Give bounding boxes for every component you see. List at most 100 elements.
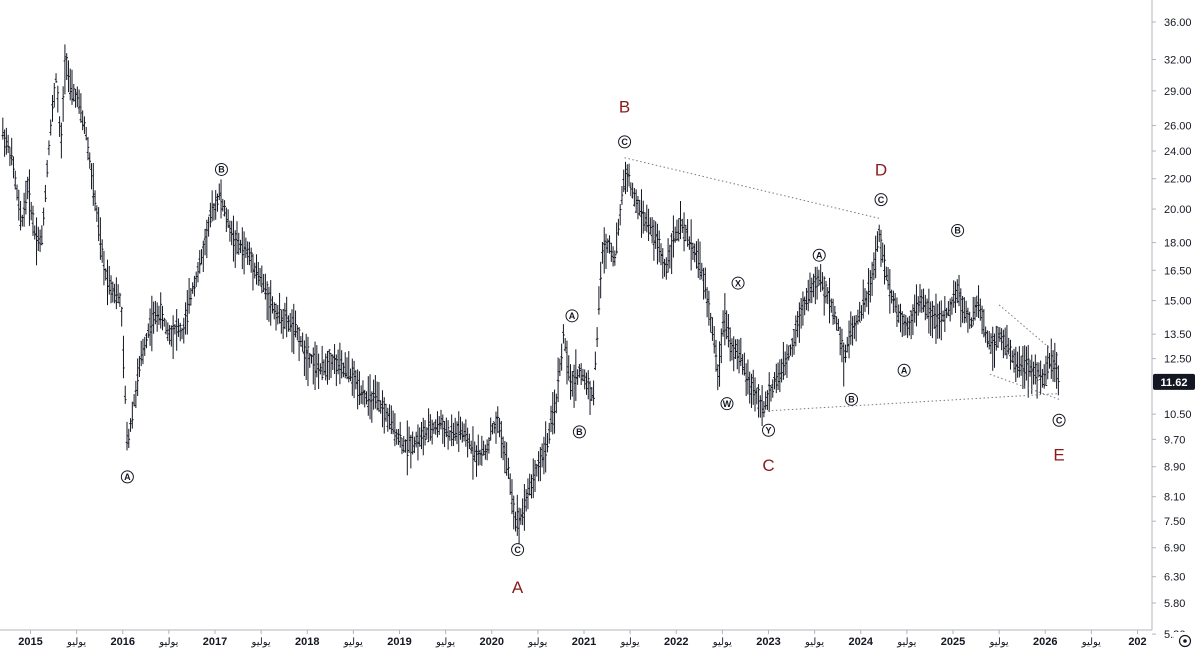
price-bar (675, 219, 679, 241)
price-bar (696, 238, 700, 279)
price-bar (95, 205, 99, 222)
price-bar (631, 182, 634, 199)
price-bar (879, 229, 883, 267)
price-bar (313, 341, 317, 391)
price-bar (58, 116, 61, 137)
price-bar (861, 279, 865, 319)
wave-label-circled[interactable]: C (618, 135, 632, 149)
price-bar (209, 202, 212, 228)
price-bar (468, 433, 471, 449)
price-bar (44, 184, 47, 203)
price-bar (40, 225, 44, 246)
price-bar (849, 311, 853, 345)
price-bar (539, 446, 542, 482)
price-bar (611, 246, 615, 267)
wave-label-major[interactable]: D (875, 160, 887, 179)
price-bar (413, 436, 416, 454)
wave-label-major[interactable]: E (1053, 445, 1064, 464)
price-tick-label: 36.00 (1164, 17, 1192, 29)
trendline[interactable] (989, 373, 1060, 400)
price-bar (274, 303, 278, 331)
price-bar (911, 304, 915, 336)
price-bar (794, 315, 798, 347)
price-bar (315, 345, 319, 378)
wave-label-circled[interactable]: A (812, 248, 826, 262)
price-tick-label: 22.00 (1164, 174, 1192, 186)
wave-label-circled[interactable]: X (731, 276, 745, 290)
wave-label-circled[interactable]: A (565, 309, 579, 323)
price-bar (691, 242, 695, 261)
wave-label-major[interactable]: A (512, 578, 524, 597)
price-bar (840, 328, 844, 363)
price-bar (17, 189, 21, 221)
price-bar (1009, 339, 1012, 370)
wave-label-circled[interactable]: B (951, 223, 965, 237)
settings-gear-button[interactable] (1174, 632, 1196, 650)
price-bar (446, 420, 450, 450)
price-bar (1005, 324, 1009, 359)
price-bar (21, 214, 24, 227)
price-bar (72, 84, 76, 102)
price-bar (615, 222, 618, 256)
price-bar (171, 315, 175, 360)
price-bar (170, 325, 173, 347)
price-bar (918, 284, 922, 313)
price-bar (225, 207, 228, 233)
wave-label-major[interactable]: B (619, 98, 630, 117)
price-bar (13, 170, 17, 190)
price-bar (578, 363, 581, 378)
wave-label-circled[interactable]: A (120, 470, 134, 484)
time-tick-year-label: 2020 (480, 636, 504, 648)
price-bar (932, 305, 936, 329)
wave-label-circled[interactable]: B (572, 425, 586, 439)
price-bar (993, 333, 996, 368)
price-bar (450, 414, 453, 447)
wave-label-circled[interactable]: C (874, 193, 888, 207)
price-bar (991, 326, 995, 371)
wave-label-circled[interactable]: Y (762, 423, 775, 437)
price-bar (1000, 328, 1003, 351)
wave-label-major[interactable]: C (762, 456, 774, 475)
time-axis[interactable]: 2015 يوليو 2016 يوليو 2017 يوليو 2018 يوليو 2019… (0, 629, 1152, 648)
trendline[interactable] (998, 304, 1060, 357)
price-bar (973, 297, 977, 321)
price-bar (989, 333, 993, 354)
price-bar (922, 288, 925, 313)
price-bar (370, 391, 374, 423)
wave-label-circled[interactable]: W (720, 397, 734, 411)
trendline[interactable] (763, 393, 1060, 412)
price-bar (886, 267, 890, 290)
price-bar (707, 290, 711, 326)
wave-label-circled[interactable]: C (511, 543, 525, 557)
price-bar (335, 354, 338, 387)
price-bar (1026, 345, 1030, 398)
price-axis[interactable]: 36.00 32.00 29.00 26.00 24.00 22.00 20.00 18.00… (1151, 0, 1195, 641)
price-bar (523, 484, 526, 531)
price-bar (562, 324, 565, 344)
wave-label-circled[interactable]: B (845, 392, 859, 406)
price-bar (924, 294, 927, 321)
wave-label-circled[interactable]: B (214, 162, 228, 176)
wave-label-circled[interactable]: C (1052, 413, 1066, 427)
price-bar (3, 129, 6, 157)
price-bar (340, 350, 343, 379)
gear-icon[interactable] (1178, 634, 1192, 648)
price-tick-label: 10.50 (1164, 409, 1192, 421)
price-bar (138, 355, 141, 377)
price-bar (109, 275, 113, 304)
price-bar (682, 212, 686, 252)
wave-label-circle (618, 135, 632, 149)
price-tick-label: 12.50 (1164, 354, 1192, 366)
price-bar (618, 204, 622, 226)
price-bar (489, 417, 492, 441)
price-bar (560, 343, 563, 371)
price-bar (883, 244, 886, 285)
price-bar (83, 116, 86, 134)
wave-label-circled[interactable]: A (897, 363, 911, 377)
price-bar (159, 292, 163, 329)
price-bar (939, 300, 943, 341)
last-price-tag[interactable]: 11.62 (1153, 373, 1195, 390)
price-bar (409, 434, 413, 469)
price-bar (1048, 353, 1051, 369)
